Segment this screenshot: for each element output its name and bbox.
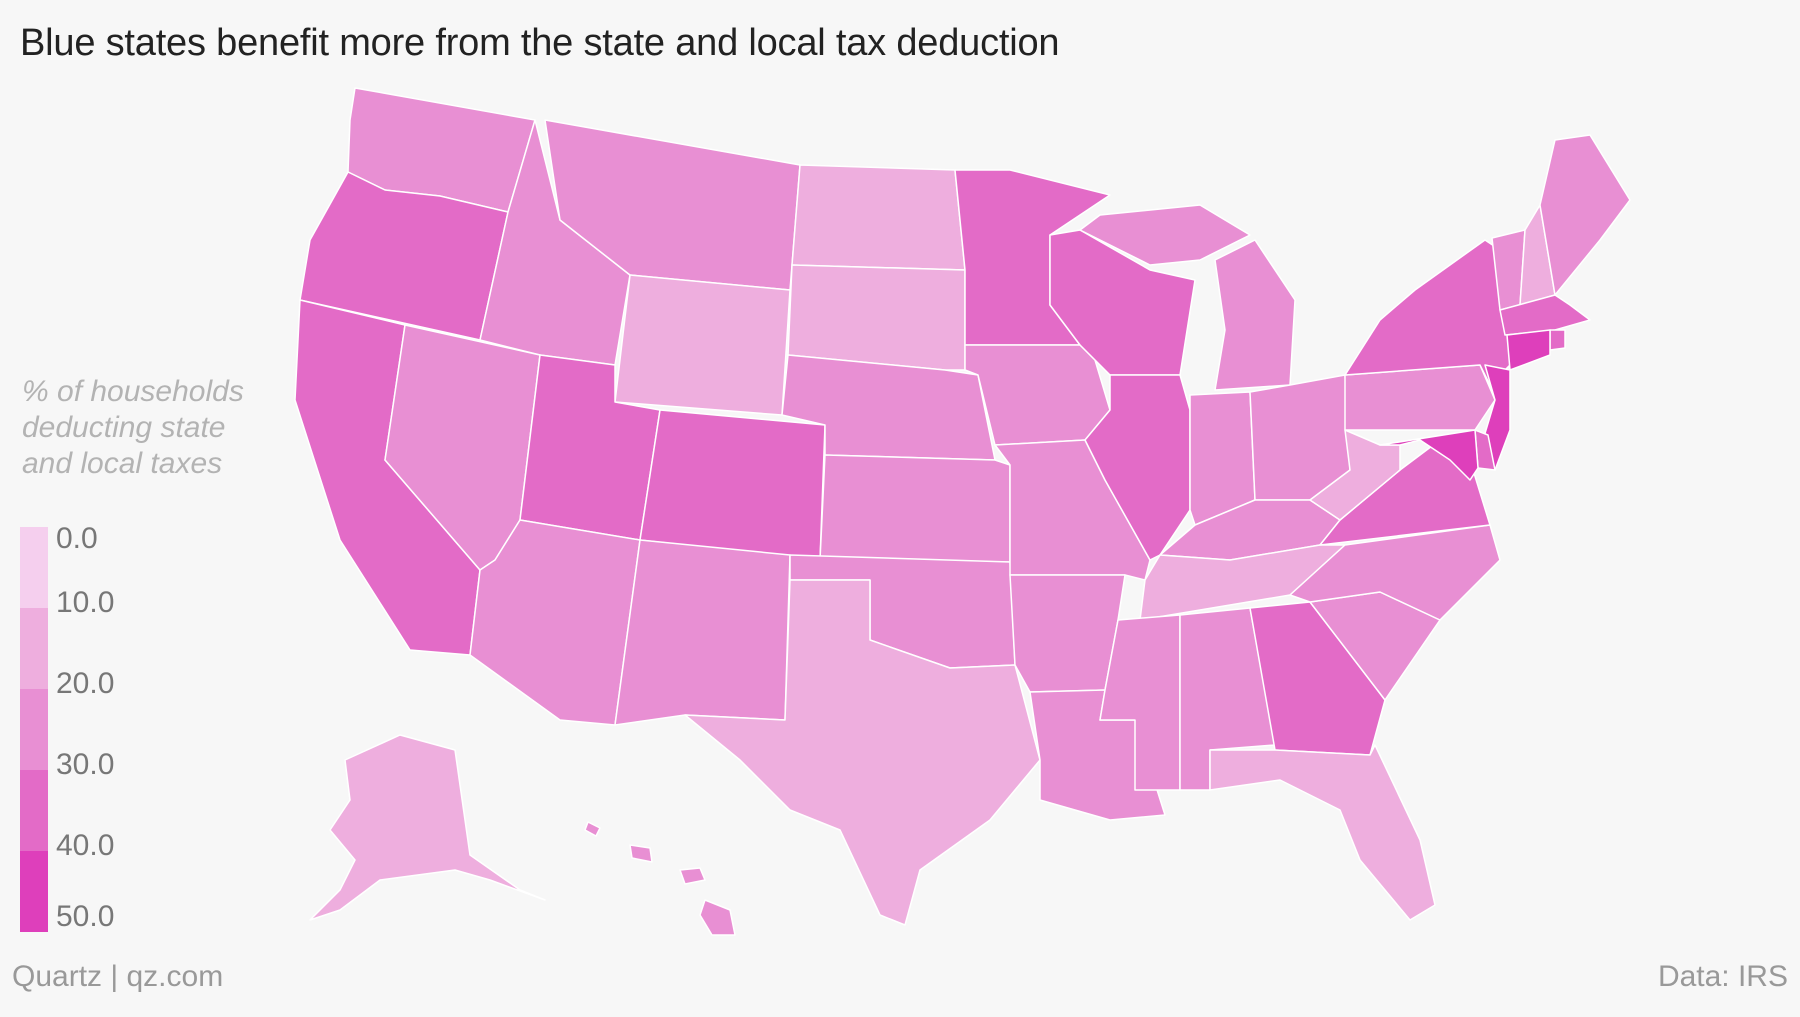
state-RI[interactable] (1549, 329, 1566, 351)
state-FL[interactable] (1209, 744, 1436, 921)
legend-swatch (20, 851, 48, 932)
legend-tick: 20.0 (56, 667, 115, 700)
legend-swatch (20, 689, 48, 770)
legend-title-line: deducting state (22, 411, 226, 444)
state-ME[interactable] (1539, 134, 1631, 296)
legend-tick: 50.0 (56, 900, 115, 933)
legend-tick: 40.0 (56, 829, 115, 862)
legend-swatch (20, 608, 48, 689)
legend-title-line: % of households (22, 375, 244, 408)
legend-title-line: and local taxes (22, 447, 223, 480)
page-title: Blue states benefit more from the state … (20, 22, 1060, 64)
legend-tick: 10.0 (56, 586, 115, 619)
state-HI[interactable] (584, 821, 736, 936)
legend-swatches (20, 527, 48, 932)
state-KS[interactable] (819, 454, 1011, 563)
legend-swatch (20, 770, 48, 851)
state-SD[interactable] (787, 264, 966, 371)
state-NM[interactable] (614, 539, 791, 726)
state-IL[interactable] (1084, 374, 1191, 561)
legend-tick: 0.0 (56, 522, 98, 555)
state-GA[interactable] (1249, 601, 1386, 756)
state-CT[interactable] (1506, 329, 1551, 371)
source-credit: Quartz | qz.com (12, 960, 224, 993)
state-ND[interactable] (791, 164, 966, 271)
legend-title: % of households deducting state and loca… (22, 374, 282, 482)
state-NC[interactable] (1289, 524, 1501, 621)
state-TX[interactable] (684, 579, 1041, 926)
state-WY[interactable] (614, 274, 791, 416)
state-NY[interactable] (1344, 239, 1511, 386)
state-PA[interactable] (1344, 364, 1496, 431)
legend-swatch (20, 527, 48, 608)
state-CO[interactable] (639, 409, 826, 561)
state-AK[interactable] (309, 734, 546, 921)
state-MA[interactable] (1499, 294, 1591, 336)
legend-tick: 30.0 (56, 748, 115, 781)
state-MD[interactable] (1379, 429, 1479, 481)
data-source: Data: IRS (1657, 960, 1788, 993)
